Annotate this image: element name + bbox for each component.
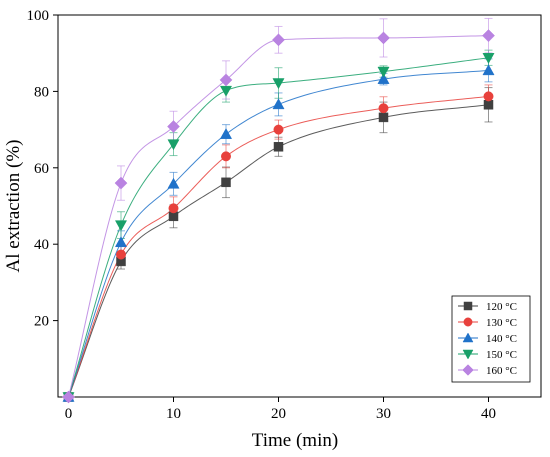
y-axis-title: Al extraction (%) xyxy=(3,140,24,273)
data-point xyxy=(378,112,389,123)
legend-label: 150 °C xyxy=(486,349,517,361)
data-point xyxy=(114,220,128,232)
legend-label: 130 °C xyxy=(486,317,517,329)
data-point xyxy=(221,151,231,162)
data-point xyxy=(377,31,390,45)
legend-label: 160 °C xyxy=(486,365,517,377)
y-tick-label: 40 xyxy=(34,237,49,253)
legend-marker xyxy=(463,317,473,327)
data-point xyxy=(377,73,390,84)
y-tick-label: 60 xyxy=(34,161,49,177)
data-point xyxy=(114,176,128,190)
data-point xyxy=(378,103,389,114)
data-point xyxy=(273,124,284,135)
y-tick-label: 20 xyxy=(34,314,49,330)
data-point xyxy=(482,64,495,76)
y-tick-label: 80 xyxy=(34,84,49,100)
data-point xyxy=(62,390,75,404)
data-point xyxy=(114,236,128,248)
data-point xyxy=(482,53,495,64)
legend-marker xyxy=(462,364,474,376)
data-point xyxy=(483,100,494,110)
y-tick-label: 100 xyxy=(27,8,50,24)
data-point xyxy=(272,33,285,47)
data-point xyxy=(167,120,180,133)
data-point xyxy=(272,78,285,90)
data-point xyxy=(482,29,495,43)
data-point xyxy=(483,91,494,102)
x-tick-label: 0 xyxy=(65,406,73,422)
x-tick-label: 40 xyxy=(481,406,496,422)
x-axis-title: Time (min) xyxy=(252,430,338,451)
legend-marker xyxy=(462,349,474,360)
data-point xyxy=(167,177,180,189)
plot-frame xyxy=(57,14,542,398)
data-point xyxy=(272,98,285,110)
legend: 120 °C 130 °C 140 °C 150 °C 160 °C xyxy=(451,295,531,383)
data-point xyxy=(168,203,179,214)
x-tick-label: 30 xyxy=(376,406,391,422)
data-point xyxy=(167,139,180,151)
x-tick-label: 10 xyxy=(166,406,181,422)
legend-marker xyxy=(463,301,473,311)
legend-label: 140 °C xyxy=(486,333,517,345)
data-point xyxy=(219,85,233,97)
data-point xyxy=(221,177,231,188)
data-point xyxy=(219,73,233,87)
x-tick-label: 20 xyxy=(271,406,286,422)
axes: 0 10 20 30 40 20 40 60 80 100 xyxy=(27,8,497,422)
data-point xyxy=(219,128,233,139)
legend-label: 120 °C xyxy=(486,301,517,313)
data-point xyxy=(377,66,390,78)
fit-curve xyxy=(68,69,489,398)
legend-marker xyxy=(462,332,474,343)
data-point xyxy=(116,249,126,260)
data-markers xyxy=(62,29,495,404)
data-point xyxy=(273,142,284,152)
